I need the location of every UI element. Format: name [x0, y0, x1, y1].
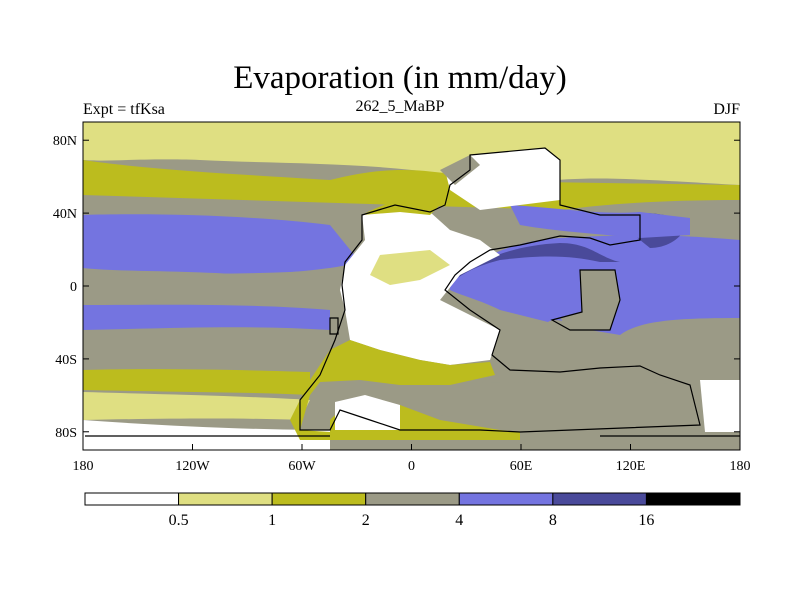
pangaea-coast: [299, 147, 701, 433]
plot-title: Evaporation (in mm/day): [233, 60, 567, 96]
band-se-white: [700, 380, 740, 432]
cimmeria-coast: [550, 269, 621, 331]
time-label: 262_5_MaBP: [355, 98, 445, 115]
land-central-yellow: [370, 250, 450, 285]
band-south-yellow: [83, 392, 310, 420]
colorbar-box: [458, 492, 554, 506]
colorbar-label: 4: [455, 512, 463, 529]
band-equator: [83, 270, 330, 305]
colorbar-box: [365, 492, 460, 506]
island-coast: [329, 317, 339, 335]
y-tick-label: 40N: [53, 207, 77, 222]
band-arctic: [83, 122, 740, 152]
x-tick-label: 180: [730, 459, 751, 474]
band-north-green: [83, 160, 740, 210]
x-tick-label: 0: [408, 459, 415, 474]
experiment-label: Expt = tfKsa: [83, 101, 165, 118]
season-label: DJF: [713, 101, 740, 118]
colorbar-label: 2: [362, 512, 370, 529]
band-south-green: [83, 369, 310, 395]
colorbar-box: [645, 492, 741, 506]
colorbar: 0.5 1 2 4 8 16: [84, 492, 741, 529]
x-tick-label: 120W: [175, 459, 210, 474]
band-south-trade: [83, 304, 330, 330]
band-north-trade: [83, 214, 360, 275]
y-tick-label: 40S: [55, 353, 77, 368]
land-cimmeria: [560, 270, 620, 330]
band-antarctic: [83, 420, 330, 450]
band-north-subpolar: [83, 152, 740, 188]
x-tick-label: 60W: [288, 459, 316, 474]
colorbar-label: 8: [549, 512, 557, 529]
colorbar-box: [178, 492, 273, 506]
band-south-grey: [400, 382, 700, 432]
contour-fill: [83, 122, 740, 450]
y-axis: 80N 40N 0 40S 80S: [53, 134, 740, 441]
band-tethys-dark: [455, 243, 620, 280]
x-tick-label: 120E: [616, 459, 646, 474]
x-tick-label: 60E: [510, 459, 533, 474]
colorbar-box: [271, 492, 367, 506]
land-antarctic-white: [335, 395, 400, 430]
colorbar-label: 1: [268, 512, 276, 529]
band-north-blue: [510, 205, 690, 238]
coastlines: [85, 147, 740, 437]
y-tick-label: 80N: [53, 134, 77, 149]
x-axis: 180 120W 60W 0 60E 120E 180: [73, 444, 751, 474]
colorbar-label: 16: [638, 512, 654, 529]
land-central: [340, 210, 500, 365]
colorbar-box: [84, 492, 180, 506]
x-tick-label: 180: [73, 459, 94, 474]
y-tick-label: 0: [70, 280, 77, 295]
colorbar-box: [552, 492, 647, 506]
colorbar-label: 0.5: [169, 512, 189, 529]
y-tick-label: 80S: [55, 426, 77, 441]
